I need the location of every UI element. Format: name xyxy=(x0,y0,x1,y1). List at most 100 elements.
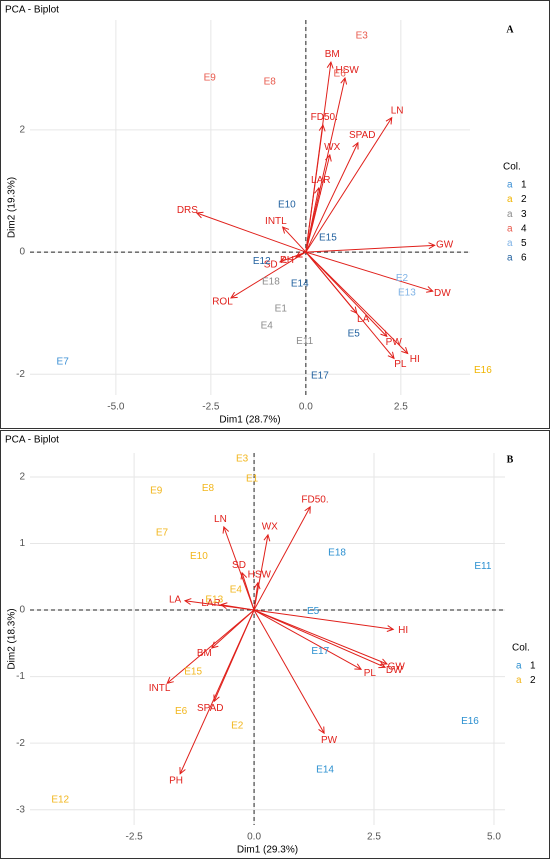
loading-arrow xyxy=(223,526,255,611)
arrow-head xyxy=(340,76,348,85)
observation-label: E5 xyxy=(348,329,361,340)
x-tick-label: 2.5 xyxy=(367,832,381,843)
arrow-label: LAR xyxy=(201,598,220,609)
loading-arrow xyxy=(305,124,324,253)
observation-label: E5 xyxy=(307,606,320,617)
loading-arrow xyxy=(253,609,325,734)
arrow-label: PL xyxy=(394,359,407,370)
arrow-label: PL xyxy=(364,668,377,679)
legend-key: a xyxy=(507,209,513,220)
panel-letter: B xyxy=(507,454,514,465)
x-tick-label: 0.0 xyxy=(299,402,313,413)
legend-key: a xyxy=(507,223,513,234)
arrow-head xyxy=(325,153,332,162)
y-tick-label: -1 xyxy=(16,671,25,682)
arrow-head xyxy=(183,598,192,605)
arrow-head xyxy=(195,211,204,219)
arrow-head xyxy=(281,226,290,234)
panel-letter: A xyxy=(506,24,514,35)
loading-arrow xyxy=(305,117,393,253)
observation-label: E12 xyxy=(253,256,271,267)
panel-border xyxy=(0,430,550,859)
arrow-label: INTL xyxy=(265,216,287,227)
arrow-label: SPAD xyxy=(197,703,224,714)
observation-label: E8 xyxy=(202,483,215,494)
arrow-head xyxy=(326,61,334,69)
observation-label: E13 xyxy=(205,595,223,606)
loading-arrow xyxy=(305,142,359,253)
observation-label: E9 xyxy=(204,73,217,84)
observation-label: E16 xyxy=(461,716,479,727)
arrow-head xyxy=(385,116,393,125)
observation-label: E4 xyxy=(230,585,243,596)
observation-label: E10 xyxy=(278,200,296,211)
arrow-head xyxy=(166,676,174,684)
loading-arrow xyxy=(253,534,269,611)
observation-label: E17 xyxy=(311,371,329,382)
arrow-label: HSW xyxy=(248,569,272,580)
arrow-label: PH xyxy=(280,255,294,266)
arrow-label: LN xyxy=(391,106,404,117)
x-tick-label: 5.0 xyxy=(487,832,501,843)
observation-label: E3 xyxy=(356,31,369,42)
arrow-head xyxy=(401,346,409,355)
panel: PCA - Biplot A -5.0 -2.5 0.0 2.5 -2 0 2 Dim1 (28.… xyxy=(5,5,527,426)
arrow-label: GW xyxy=(388,662,406,673)
x-tick-label: 2.5 xyxy=(394,402,408,413)
loading-arrow xyxy=(305,154,331,253)
legend-key: a xyxy=(507,253,513,264)
arrow-label: FD50. xyxy=(311,112,338,123)
loading-arrow xyxy=(253,609,362,670)
x-tick-label: 0.0 xyxy=(247,832,261,843)
arrow-head xyxy=(294,251,303,258)
arrow-head xyxy=(387,351,395,360)
loading-arrow xyxy=(179,609,255,774)
arrow-head xyxy=(240,571,248,580)
arrow-label: PH xyxy=(169,776,183,787)
arrow-head xyxy=(222,525,230,534)
observation-label: E7 xyxy=(156,527,169,538)
arrow-label: DRS xyxy=(177,205,198,216)
arrow-head xyxy=(380,329,388,338)
arrow-head xyxy=(230,291,238,299)
y-tick-label: -2 xyxy=(16,738,25,749)
x-axis-title: Dim1 (28.7%) xyxy=(219,415,280,426)
arrow-head xyxy=(219,602,228,610)
loading-arrow xyxy=(305,251,433,292)
observation-label: E14 xyxy=(291,278,309,289)
observation-label: E2 xyxy=(231,720,244,731)
observation-label: E11 xyxy=(474,561,491,572)
arrow-head xyxy=(378,661,387,669)
observation-label: E12 xyxy=(51,794,69,805)
loading-arrow xyxy=(282,226,307,253)
loading-arrow xyxy=(253,609,388,665)
arrow-head xyxy=(318,123,326,132)
loading-arrow xyxy=(253,609,386,668)
arrow-label: ROL xyxy=(212,297,233,308)
observation-label: E16 xyxy=(474,365,492,376)
arrow-label: SD xyxy=(264,259,278,270)
arrow-label: FD50. xyxy=(301,495,328,506)
loading-arrow xyxy=(253,582,259,611)
x-axis-title: Dim1 (29.3%) xyxy=(237,845,298,856)
observation-label: E9 xyxy=(150,486,163,497)
legend-label: 1 xyxy=(530,661,536,672)
arrow-label: INTL xyxy=(149,683,171,694)
arrow-head xyxy=(386,625,395,632)
arrow-head xyxy=(304,505,311,514)
observation-label: E6 xyxy=(175,706,188,717)
y-tick-label: 1 xyxy=(19,538,25,549)
observation-label: E18 xyxy=(262,277,280,288)
loading-arrow xyxy=(241,572,255,611)
loading-arrow xyxy=(230,251,307,299)
arrow-head xyxy=(318,726,325,735)
loading-arrow xyxy=(305,187,320,253)
observation-label: E17 xyxy=(311,646,329,657)
arrow-label: PW xyxy=(386,337,403,348)
legend-label: 6 xyxy=(521,253,527,264)
observation-label: E1 xyxy=(275,304,288,315)
arrow-label: DW xyxy=(434,288,451,299)
observation-label: E14 xyxy=(316,764,334,775)
legend-label: 2 xyxy=(530,675,536,686)
